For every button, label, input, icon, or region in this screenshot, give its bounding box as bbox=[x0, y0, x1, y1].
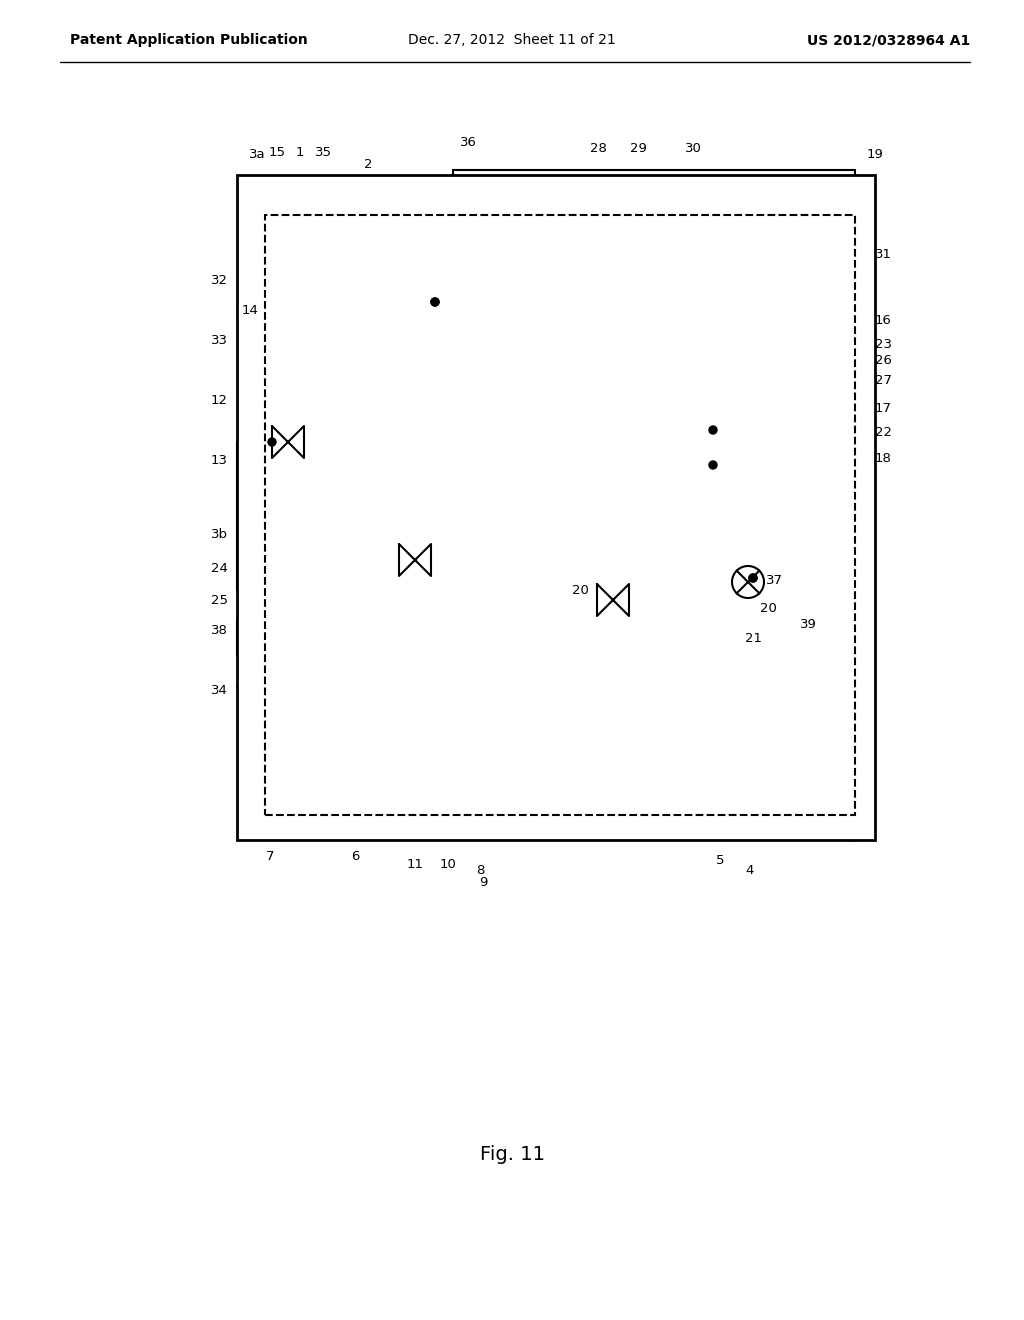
Circle shape bbox=[431, 298, 439, 306]
Text: Fig. 11: Fig. 11 bbox=[479, 1146, 545, 1164]
Text: 38: 38 bbox=[211, 623, 228, 636]
Text: Patent Application Publication: Patent Application Publication bbox=[70, 33, 308, 48]
Text: 20: 20 bbox=[760, 602, 777, 615]
Bar bbox=[316, 310, 368, 342]
Text: 4: 4 bbox=[745, 863, 755, 876]
Text: Dec. 27, 2012  Sheet 11 of 21: Dec. 27, 2012 Sheet 11 of 21 bbox=[409, 33, 615, 48]
Text: 11: 11 bbox=[407, 858, 424, 871]
Circle shape bbox=[749, 574, 757, 582]
Bar bbox=[237, 176, 874, 840]
Circle shape bbox=[431, 298, 439, 306]
Text: 37: 37 bbox=[766, 573, 783, 586]
Bar bbox=[834, 230, 856, 275]
Text: 3b: 3b bbox=[211, 528, 228, 541]
Text: 22: 22 bbox=[874, 425, 892, 438]
Bar bbox=[778, 583, 804, 622]
Text: 35: 35 bbox=[314, 145, 332, 158]
Bar bbox=[456, 556, 484, 583]
Text: 28: 28 bbox=[590, 141, 606, 154]
Circle shape bbox=[267, 327, 303, 363]
Text: 10: 10 bbox=[439, 858, 457, 871]
Text: 15: 15 bbox=[268, 145, 286, 158]
Bar bbox=[628, 312, 713, 372]
Text: 27: 27 bbox=[874, 374, 892, 387]
Bar bbox=[710, 645, 738, 673]
Bar bbox=[660, 432, 684, 477]
Bar bbox=[422, 302, 507, 372]
Text: 8: 8 bbox=[476, 863, 484, 876]
Bar bbox=[255, 655, 310, 686]
Text: 24: 24 bbox=[211, 561, 228, 574]
Circle shape bbox=[709, 426, 717, 434]
Text: 16: 16 bbox=[874, 314, 892, 326]
Text: 34: 34 bbox=[211, 684, 228, 697]
Bar bbox=[408, 593, 430, 615]
Text: 9: 9 bbox=[479, 875, 487, 888]
Bar bbox=[475, 591, 505, 622]
Text: 21: 21 bbox=[745, 631, 762, 644]
Bar bbox=[330, 655, 385, 686]
Circle shape bbox=[430, 590, 466, 626]
Text: 29: 29 bbox=[630, 141, 646, 154]
Text: 2: 2 bbox=[364, 158, 373, 172]
Text: 33: 33 bbox=[211, 334, 228, 346]
Text: 13: 13 bbox=[211, 454, 228, 466]
Bar bbox=[590, 219, 620, 247]
Circle shape bbox=[627, 235, 663, 271]
Circle shape bbox=[268, 438, 276, 446]
Bar bbox=[692, 219, 717, 247]
Text: 1: 1 bbox=[296, 145, 304, 158]
Text: 5: 5 bbox=[716, 854, 724, 866]
Text: 25: 25 bbox=[211, 594, 228, 606]
Bar bbox=[640, 432, 664, 477]
Bar bbox=[680, 432, 705, 477]
Text: 3a: 3a bbox=[249, 149, 265, 161]
Circle shape bbox=[732, 566, 764, 598]
Text: 23: 23 bbox=[874, 338, 892, 351]
Text: 20: 20 bbox=[571, 583, 589, 597]
Text: 32: 32 bbox=[211, 273, 228, 286]
Circle shape bbox=[749, 574, 757, 582]
Text: 17: 17 bbox=[874, 401, 892, 414]
Bar bbox=[265, 215, 855, 814]
Text: 19: 19 bbox=[866, 149, 884, 161]
Text: 7: 7 bbox=[266, 850, 274, 863]
Text: 31: 31 bbox=[874, 248, 892, 261]
Bar bbox=[472, 668, 494, 690]
Text: 18: 18 bbox=[874, 451, 892, 465]
Text: 36: 36 bbox=[460, 136, 476, 149]
Bar bbox=[415, 185, 490, 220]
Text: US 2012/0328964 A1: US 2012/0328964 A1 bbox=[807, 33, 970, 48]
Bar bbox=[722, 655, 752, 685]
Text: 6: 6 bbox=[351, 850, 359, 863]
Text: 14: 14 bbox=[241, 304, 258, 317]
Text: 39: 39 bbox=[800, 619, 817, 631]
Text: 12: 12 bbox=[211, 393, 228, 407]
Text: 30: 30 bbox=[685, 141, 701, 154]
Bar bbox=[700, 630, 730, 672]
Bar bbox=[265, 440, 345, 590]
Text: 26: 26 bbox=[874, 354, 892, 367]
Circle shape bbox=[709, 461, 717, 469]
